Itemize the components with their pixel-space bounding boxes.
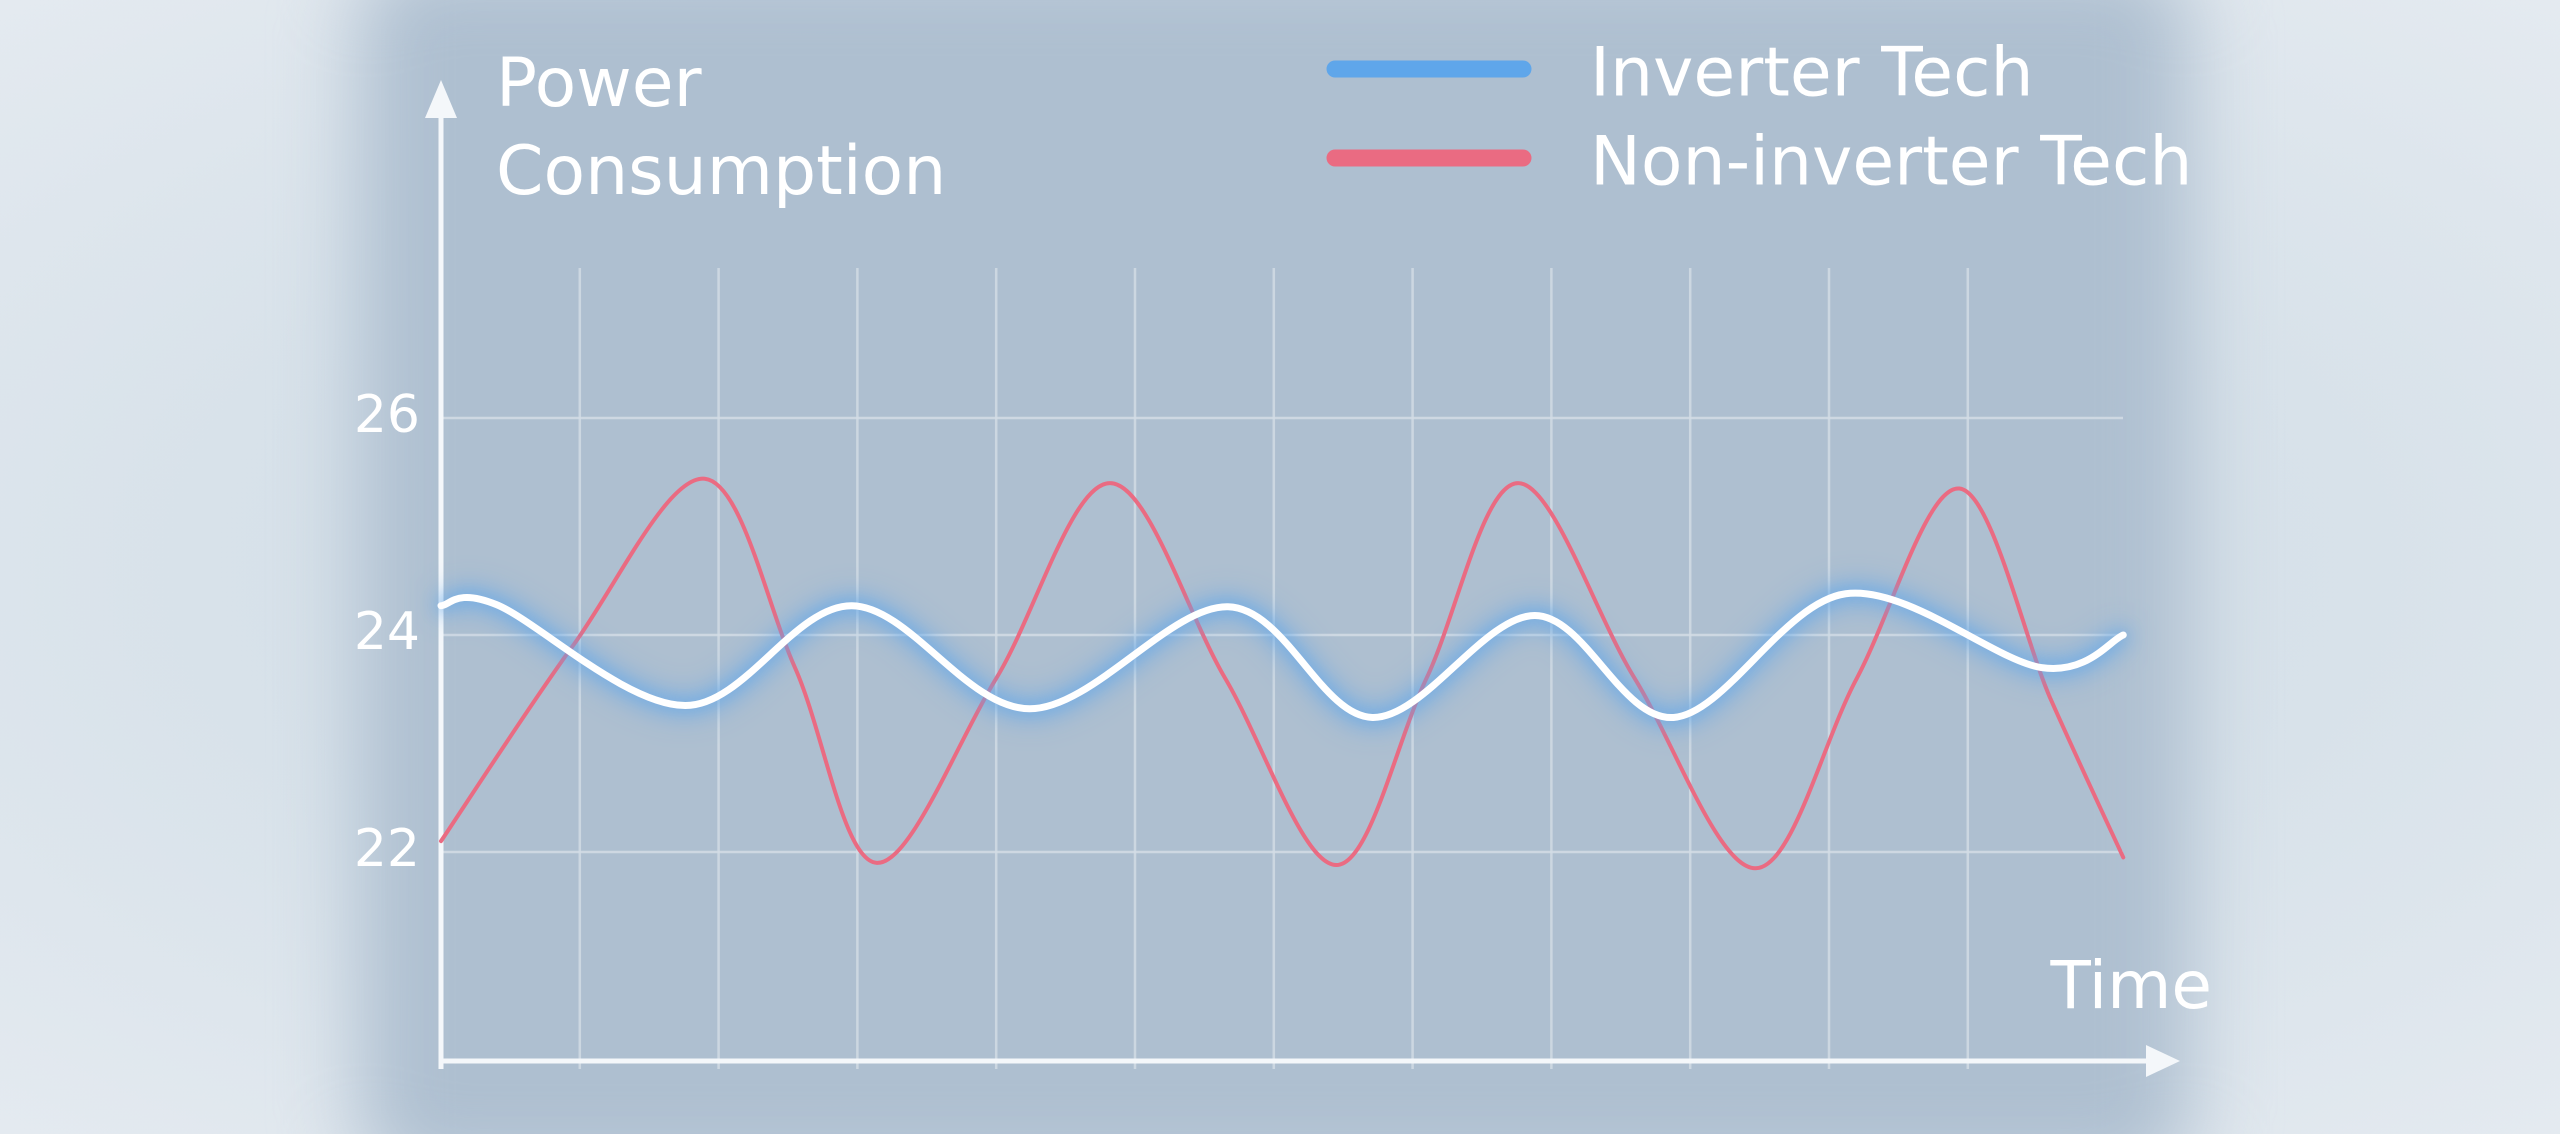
y-tick-label: 22 [354, 819, 420, 879]
legend-label: Inverter Tech [1590, 34, 2034, 113]
series-line [439, 476, 2126, 871]
legend-label: Non-inverter Tech [1590, 123, 2193, 202]
y-tick-label: 26 [354, 385, 420, 445]
grid [441, 268, 2123, 1069]
y-axis-label: Power Consumption [496, 44, 947, 211]
y-tick-label: 24 [354, 602, 420, 662]
series-line [437, 589, 2127, 721]
x-axis-arrow [2146, 1045, 2180, 1077]
y-axis-arrow [425, 80, 457, 118]
x-axis-label: Time [2049, 947, 2212, 1024]
